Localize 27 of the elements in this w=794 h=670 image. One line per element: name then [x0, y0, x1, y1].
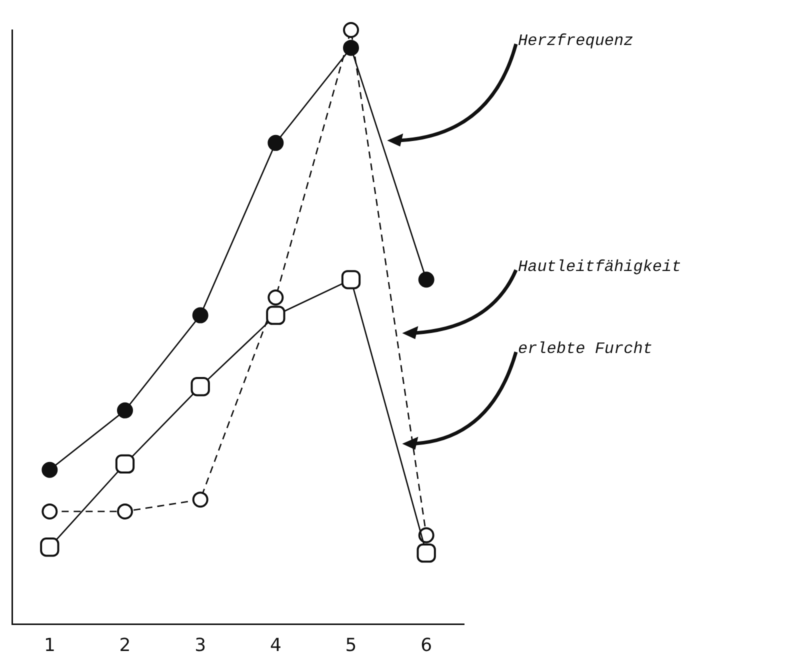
- point: [192, 307, 208, 324]
- x-tick-label: 4: [270, 634, 282, 656]
- point: [192, 492, 208, 508]
- point: [268, 289, 284, 306]
- point: [343, 22, 359, 38]
- point: [341, 270, 361, 290]
- x-tick-label: 3: [194, 634, 206, 656]
- point: [416, 543, 436, 563]
- x-tick-label: 2: [119, 634, 131, 656]
- x-tick-label: 5: [345, 634, 357, 656]
- text: Hautleitfähigkeit: [518, 258, 682, 276]
- point: [42, 503, 58, 520]
- point: [190, 377, 210, 396]
- point: [40, 538, 60, 557]
- point: [418, 527, 434, 544]
- point: [266, 306, 286, 325]
- point: [115, 454, 135, 474]
- point: [268, 134, 284, 151]
- x-tick-label: 6: [420, 634, 432, 656]
- text: erlebte Furcht: [518, 340, 652, 358]
- point: [42, 462, 58, 478]
- point: [343, 40, 359, 56]
- text: Herzfrequenz: [518, 32, 634, 50]
- point: [117, 503, 133, 520]
- point: [117, 402, 133, 418]
- x-tick-label: 1: [44, 634, 56, 656]
- point: [418, 272, 434, 288]
